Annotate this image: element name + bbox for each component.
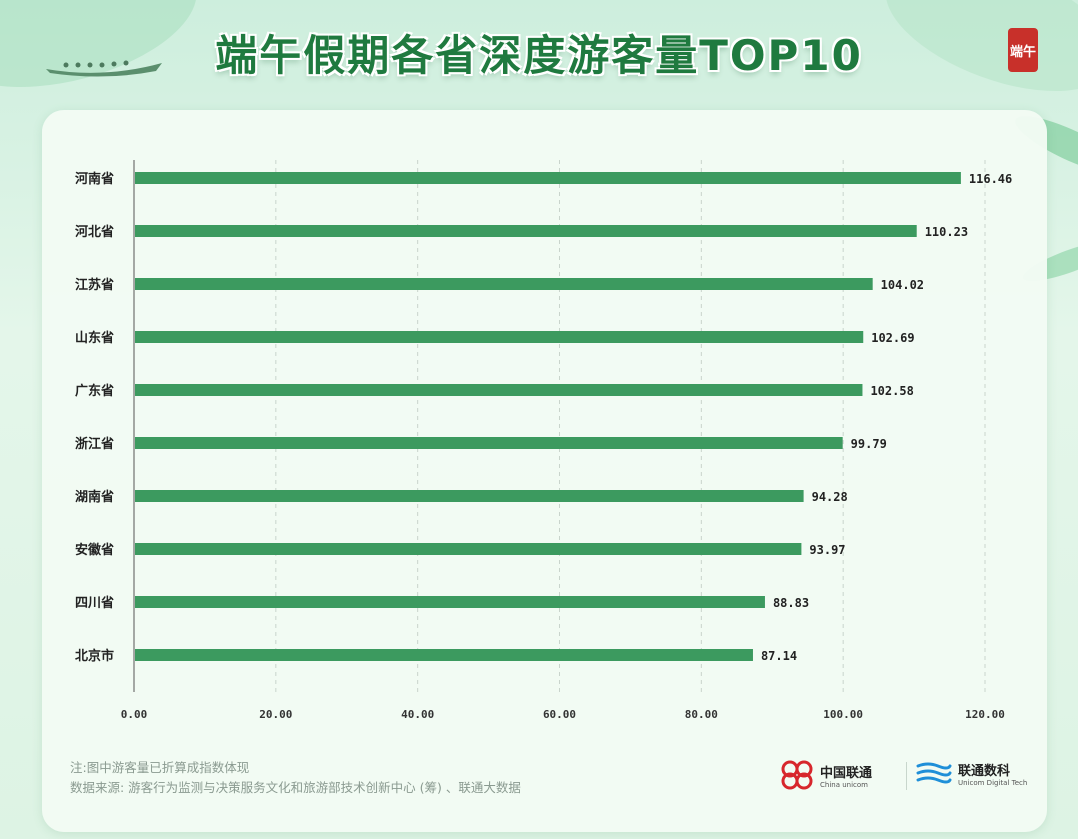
- x-tick-label: 80.00: [685, 708, 718, 721]
- unicom-digital-name: 联通数科: [958, 763, 1011, 779]
- category-label: 河南省: [75, 171, 114, 187]
- bar-value-label: 99.79: [851, 437, 887, 451]
- bar: [135, 278, 873, 290]
- china-unicom-name: 中国联通: [820, 765, 873, 781]
- bar-value-label: 104.02: [881, 278, 924, 292]
- bar: [135, 225, 917, 237]
- bar: [135, 649, 753, 661]
- bar: [135, 543, 802, 555]
- bar: [135, 384, 863, 396]
- bar: [135, 596, 765, 608]
- china-unicom-knot-icon: [781, 760, 813, 790]
- bar-value-label: 110.23: [925, 225, 968, 239]
- bar-value-label: 87.14: [761, 649, 797, 663]
- bar-value-label: 88.83: [773, 596, 809, 610]
- bar-value-label: 116.46: [969, 172, 1012, 186]
- dragon-boat-icon: [46, 60, 162, 77]
- china-unicom-logo: 中国联通 China unicom: [778, 758, 872, 792]
- x-tick-label: 20.00: [259, 708, 292, 721]
- category-label: 广东省: [75, 383, 114, 399]
- bar: [135, 437, 843, 449]
- chart-title: 端午假期各省深度游客量TOP10: [215, 31, 863, 80]
- category-label: 北京市: [75, 648, 114, 664]
- bar-value-label: 94.28: [812, 490, 848, 504]
- category-label: 四川省: [75, 595, 114, 611]
- china-unicom-en: China unicom: [820, 780, 868, 789]
- source-text: 数据来源: 游客行为监测与决策服务文化和旅游部技术创新中心 (筹) 、联通大数据: [70, 780, 521, 795]
- category-label: 山东省: [75, 330, 114, 346]
- duanwu-stamp-icon: 端午: [1008, 28, 1038, 72]
- bar: [135, 331, 864, 343]
- x-tick-label: 0.00: [121, 708, 148, 721]
- x-tick-label: 60.00: [543, 708, 576, 721]
- x-tick-label: 100.00: [823, 708, 863, 721]
- unicom-digital-logo: 联通数科 Unicom Digital Tech: [914, 758, 1027, 788]
- note-text: 注:图中游客量已折算成指数体现: [70, 760, 250, 775]
- bar-value-label: 93.97: [809, 543, 845, 557]
- unicom-digital-en: Unicom Digital Tech: [958, 778, 1028, 787]
- logo-divider: [906, 762, 907, 790]
- x-tick-label: 120.00: [965, 708, 1005, 721]
- x-tick-label: 40.00: [401, 708, 434, 721]
- bar: [135, 172, 961, 184]
- category-label: 浙江省: [75, 436, 114, 452]
- category-label: 河北省: [75, 224, 114, 240]
- category-label: 江苏省: [75, 277, 114, 293]
- bar-value-label: 102.69: [871, 331, 914, 345]
- unicom-digital-wave-icon: [916, 762, 952, 784]
- category-label: 湖南省: [75, 489, 114, 505]
- category-label: 安徽省: [75, 542, 114, 558]
- bar: [135, 490, 804, 502]
- bar-value-label: 102.58: [870, 384, 913, 398]
